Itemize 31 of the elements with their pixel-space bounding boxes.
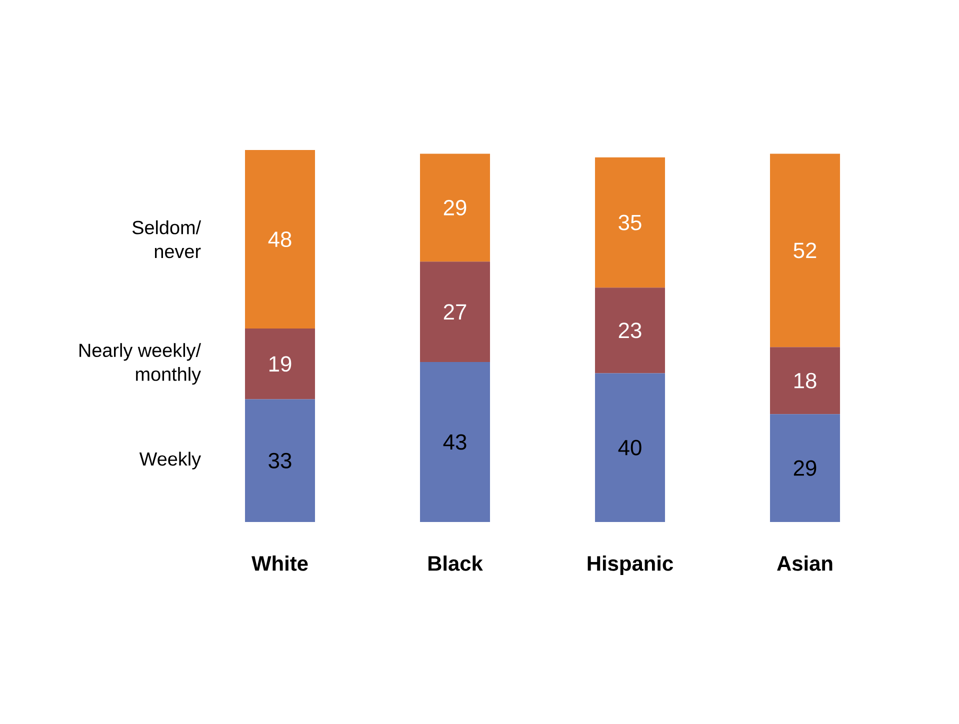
data-label: 18 xyxy=(794,372,816,388)
x-tick-label: Hispanic xyxy=(588,556,673,576)
data-label: 29 xyxy=(444,200,466,216)
data-label: 33 xyxy=(268,452,292,468)
bar xyxy=(595,288,666,374)
data-label: 48 xyxy=(268,232,292,248)
data-label: 43 xyxy=(443,434,466,450)
bar xyxy=(420,262,490,362)
data-label: 35 xyxy=(618,214,642,230)
data-label: 40 xyxy=(618,440,642,456)
bar xyxy=(245,399,316,522)
text: Weekly xyxy=(139,452,202,470)
data-label: 27 xyxy=(444,304,466,320)
x-tick-label: White xyxy=(252,556,308,571)
bar xyxy=(595,157,666,288)
data-label: 19 xyxy=(269,356,292,372)
data-label: 23 xyxy=(618,322,642,338)
bar xyxy=(770,154,840,348)
bar xyxy=(420,154,490,262)
data-label: 29 xyxy=(794,460,816,476)
data-label: 52 xyxy=(794,242,816,258)
text: Nearly weekly/ monthly xyxy=(80,343,201,385)
bar xyxy=(245,150,316,329)
x-tick-label: Black xyxy=(428,556,483,571)
bar xyxy=(245,328,316,400)
bar xyxy=(770,347,840,414)
bar xyxy=(770,414,840,522)
text: Seldom/ never xyxy=(132,220,202,258)
bar xyxy=(595,373,666,522)
bar xyxy=(420,362,490,522)
x-tick-label: Asian xyxy=(777,556,832,571)
